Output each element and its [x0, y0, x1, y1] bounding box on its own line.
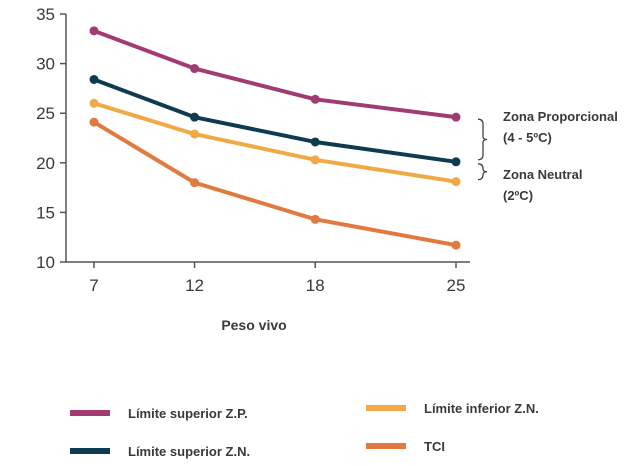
data-point	[310, 137, 320, 147]
legend-label: Límite inferior Z.N.	[424, 401, 539, 416]
zone-label-line: (4 - 5ºC)	[503, 130, 552, 145]
x-tick-label: 18	[306, 276, 325, 295]
data-point	[190, 64, 200, 74]
series-line-1	[92, 28, 458, 120]
zone-annotations: Zona Proporcional (4 - 5ºC) Zona Neutral (2…	[477, 109, 618, 203]
data-point	[310, 214, 320, 224]
x-axis-ticks: 7 12 18 25	[89, 262, 465, 295]
x-tick-label: 12	[185, 276, 204, 295]
data-point	[89, 26, 99, 36]
y-tick-label: 10	[36, 253, 55, 272]
zone-label-line: Zona Proporcional	[503, 109, 618, 124]
legend-label: TCI	[424, 439, 445, 454]
series-layer	[89, 26, 461, 250]
data-point	[451, 112, 461, 122]
data-point	[310, 155, 320, 165]
x-tick-label: 7	[89, 276, 98, 295]
data-point	[451, 177, 461, 187]
y-tick-label: 35	[36, 5, 55, 24]
data-point	[89, 74, 99, 84]
zone-bracket	[477, 118, 488, 161]
y-axis-ticks: 10 15 20 25 30 35	[36, 5, 66, 272]
y-tick-label: 15	[36, 203, 55, 222]
data-point	[190, 112, 200, 122]
zone-bracket	[477, 163, 488, 181]
legend-label: Límite superior Z.P.	[128, 406, 248, 421]
y-tick-label: 30	[36, 55, 55, 74]
x-axis-title: Peso vivo	[221, 317, 286, 333]
data-point	[451, 157, 461, 167]
x-tick-label: 25	[447, 276, 466, 295]
zone-label-line: Zona Neutral	[503, 167, 582, 182]
data-point	[89, 117, 99, 127]
y-tick-label: 20	[36, 154, 55, 173]
data-point	[451, 240, 461, 250]
series-line-2	[92, 77, 458, 164]
data-point	[310, 94, 320, 104]
data-point	[190, 178, 200, 188]
legend-label: Límite superior Z.N.	[128, 444, 250, 459]
series-line-4	[92, 120, 458, 248]
series-line-3	[92, 101, 458, 184]
chart-legend: Límite superior Z.P. Límite superior Z.N.…	[70, 401, 539, 459]
y-tick-label: 25	[36, 104, 55, 123]
data-point	[89, 98, 99, 108]
data-point	[190, 129, 200, 139]
zone-label-line: (2ºC)	[503, 188, 533, 203]
chart-axes	[65, 14, 470, 263]
